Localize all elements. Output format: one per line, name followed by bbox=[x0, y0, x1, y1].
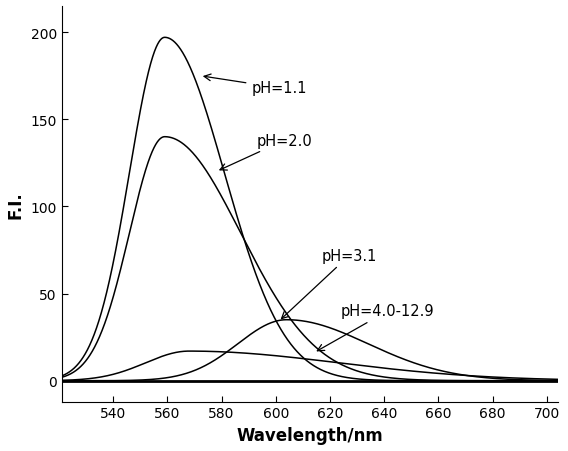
X-axis label: Wavelength/nm: Wavelength/nm bbox=[236, 426, 383, 444]
Text: pH=3.1: pH=3.1 bbox=[282, 248, 377, 319]
Text: pH=2.0: pH=2.0 bbox=[220, 133, 312, 170]
Text: pH=1.1: pH=1.1 bbox=[204, 75, 307, 96]
Y-axis label: F.I.: F.I. bbox=[7, 190, 25, 218]
Text: pH=4.0-12.9: pH=4.0-12.9 bbox=[318, 304, 435, 351]
